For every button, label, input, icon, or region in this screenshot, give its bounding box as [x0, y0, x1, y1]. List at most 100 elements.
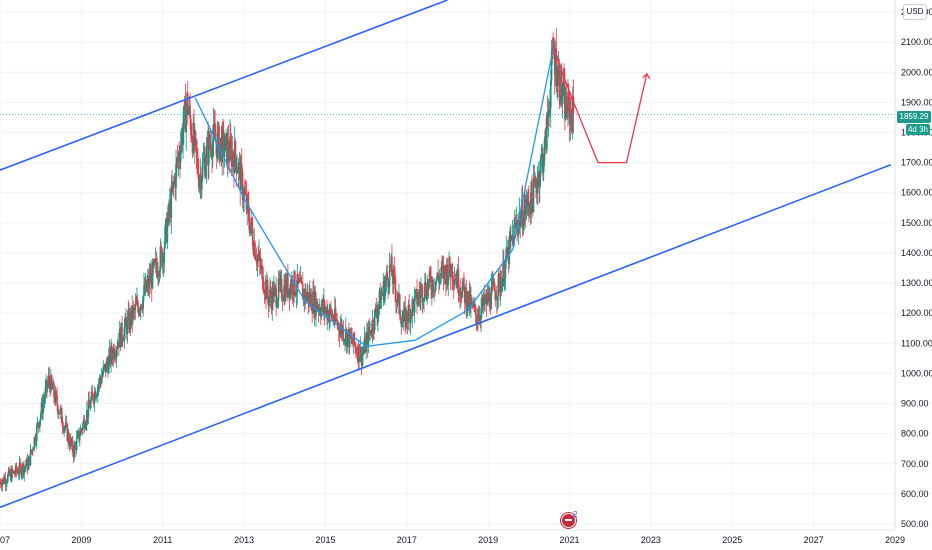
candle-body [142, 296, 144, 309]
candle-body [1, 481, 4, 487]
candle-body [42, 403, 44, 414]
candle-body [215, 140, 217, 144]
candle-body [202, 159, 205, 162]
candle-body [370, 330, 372, 335]
channel-upper-line[interactable] [0, 0, 448, 171]
candle-body [555, 48, 558, 87]
candle-body [493, 281, 496, 291]
candle-body [222, 131, 225, 157]
candle-body [391, 256, 393, 277]
projection-path[interactable] [552, 47, 648, 164]
candle-body [273, 287, 275, 303]
candle-body [370, 333, 373, 335]
candle-body [187, 111, 190, 115]
candle-body [397, 294, 400, 303]
candle-body [334, 307, 337, 319]
candle-body [380, 296, 382, 309]
candle-body [43, 400, 45, 404]
candle-body [280, 278, 283, 299]
candle-body [17, 473, 20, 475]
candle-body [61, 408, 63, 423]
candle-body [197, 157, 199, 175]
candle-body [443, 265, 446, 279]
candle-body [219, 144, 221, 161]
candle-body [362, 349, 365, 353]
candle-body [466, 306, 468, 311]
candle-body [75, 437, 78, 451]
candle-body [558, 66, 561, 98]
channel-lower-line[interactable] [0, 163, 892, 509]
candle-body [266, 280, 269, 296]
x-tick-label: 2023 [641, 535, 661, 545]
candle-body [296, 273, 299, 293]
candle-body [269, 289, 272, 298]
candle-body [402, 321, 404, 323]
candle-body [451, 264, 453, 280]
candle-body [166, 221, 169, 243]
x-tick-label: 2017 [397, 535, 417, 545]
candle-body [424, 282, 427, 296]
candle-body [54, 391, 57, 403]
candle-body [23, 467, 26, 475]
candle-body [503, 261, 505, 285]
candle-body [287, 275, 289, 296]
candle-body [189, 105, 191, 120]
candle-body [46, 382, 49, 389]
candle-body [158, 270, 161, 277]
candle-body [196, 153, 198, 158]
candle-body [123, 327, 126, 341]
candle-body [50, 375, 53, 385]
candle-body [535, 179, 537, 188]
candle-body [349, 329, 352, 338]
y-tick-label: 1100.00 [901, 338, 932, 348]
candle-body [32, 448, 35, 450]
candle-body [99, 378, 101, 381]
candle-body [134, 303, 137, 311]
currency-badge[interactable]: USD [903, 4, 927, 20]
candle-body [523, 210, 525, 227]
time-axis[interactable]: 2007 2009 2011 2013 2015 2017 2019 2021 2023 2025… [0, 535, 905, 545]
candle-body [102, 367, 105, 375]
candle-body [153, 260, 155, 266]
candle-body [229, 136, 231, 161]
candle-body [160, 246, 162, 249]
candle-body [510, 235, 512, 241]
candle-body [15, 465, 18, 472]
candle-body [213, 123, 216, 130]
candle-body [453, 279, 456, 286]
candle-body [567, 92, 569, 118]
candle-body [235, 157, 238, 173]
candle-body [96, 394, 98, 396]
candle-body [34, 437, 37, 443]
candle-body [377, 305, 380, 311]
grid-lines [0, 0, 896, 530]
candle-body [115, 349, 118, 357]
candle-body [427, 280, 430, 290]
candle-body [261, 265, 263, 267]
candle-body [474, 305, 477, 316]
x-tick-label: 2027 [804, 535, 824, 545]
candle-body [97, 384, 100, 387]
candle-body [100, 377, 103, 384]
candle-body [105, 361, 108, 373]
candle-body [316, 299, 318, 309]
candle-body [179, 145, 182, 162]
candle-body [373, 329, 375, 331]
candle-body [399, 315, 402, 321]
price-axis[interactable]: 500.00 600.00 700.00 800.00 900.00 1000.00 110… [901, 7, 932, 529]
candle-body [351, 336, 353, 343]
candle-body [163, 247, 166, 263]
candle-body [85, 423, 87, 427]
candle-body [222, 128, 224, 132]
candle-body [276, 305, 278, 307]
candle-body [553, 50, 555, 55]
candle-body [259, 261, 262, 270]
candle-body [56, 395, 58, 406]
rounding-arc-path[interactable] [194, 48, 554, 347]
candle-body [106, 361, 108, 365]
candle-body [254, 242, 256, 259]
candle-body [446, 264, 449, 286]
candle-body [27, 461, 29, 470]
economic-event-icon[interactable] [561, 513, 576, 528]
